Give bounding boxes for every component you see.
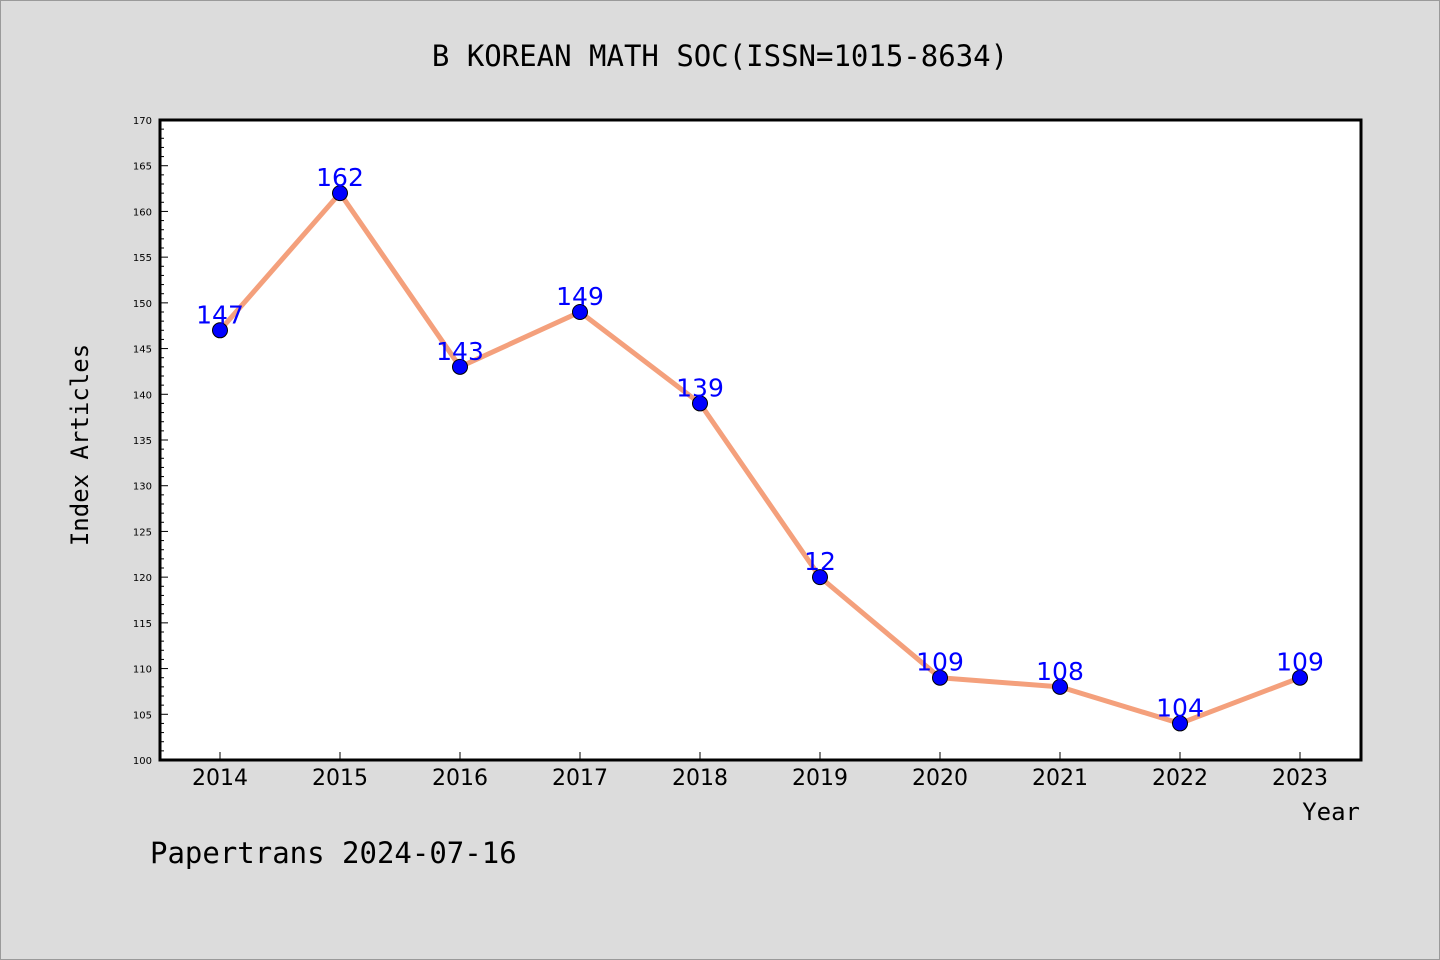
data-label: 12 <box>804 547 836 576</box>
data-point <box>692 395 708 412</box>
y-tick-label: 140 <box>133 390 152 401</box>
data-label: 149 <box>556 282 604 311</box>
footer-credit: Papertrans 2024-07-16 <box>150 836 517 870</box>
y-tick-label: 145 <box>133 345 152 356</box>
data-label: 139 <box>676 373 724 402</box>
x-tick-label: 2019 <box>792 766 848 791</box>
y-tick-label: 110 <box>133 665 152 676</box>
series-markers <box>212 185 1308 732</box>
chart-title: B KOREAN MATH SOC(ISSN=1015-8634) <box>432 39 1008 73</box>
y-tick-label: 115 <box>133 619 152 630</box>
data-label: 104 <box>1156 693 1204 722</box>
y-tick-label: 170 <box>133 116 152 127</box>
data-point <box>1172 715 1188 732</box>
data-point <box>332 185 348 202</box>
plot-area <box>158 118 1363 762</box>
data-point <box>1292 669 1308 686</box>
data-label: 109 <box>916 648 964 677</box>
y-axis: 100 105 110 115 120 125 130 135 140 145 150 155 160 1… <box>133 116 168 767</box>
x-tick-label: 2015 <box>312 766 368 791</box>
x-axis-title: Year <box>1302 798 1360 826</box>
x-tick-label: 2016 <box>432 766 488 791</box>
x-tick-label: 2021 <box>1032 766 1088 791</box>
y-tick-label: 100 <box>133 756 152 767</box>
x-tick-label: 2014 <box>192 766 248 791</box>
data-point <box>452 358 468 375</box>
data-point <box>932 669 948 686</box>
data-point <box>812 569 828 586</box>
series-line <box>217 190 1303 726</box>
data-point <box>212 322 228 339</box>
y-tick-label: 160 <box>133 207 152 218</box>
x-tick-label: 2023 <box>1272 766 1328 791</box>
x-tick-label: 2017 <box>552 766 608 791</box>
y-tick-label: 130 <box>133 482 152 493</box>
y-tick-label: 135 <box>133 436 152 447</box>
y-axis-title: Index Articles <box>66 344 94 546</box>
y-tick-label: 150 <box>133 299 152 310</box>
x-axis: 2014 2015 2016 2017 2018 2019 2020 2021 2022 2023 <box>192 752 1328 791</box>
data-label: 108 <box>1036 657 1084 686</box>
x-tick-label: 2018 <box>672 766 728 791</box>
x-tick-label: 2022 <box>1152 766 1208 791</box>
data-label: 147 <box>196 300 244 329</box>
series-polyline <box>217 190 1303 726</box>
y-tick-label: 165 <box>133 162 152 173</box>
data-label: 109 <box>1276 648 1324 677</box>
data-label: 143 <box>436 337 484 366</box>
data-point <box>572 304 588 320</box>
data-labels: 147 162 143 149 139 12 109 108 104 109 <box>196 163 1324 722</box>
y-tick-label: 120 <box>133 573 152 584</box>
data-label: 162 <box>316 163 364 192</box>
data-point <box>1052 678 1068 695</box>
x-tick-label: 2020 <box>912 766 968 791</box>
y-tick-label: 105 <box>133 710 152 721</box>
y-tick-label: 155 <box>133 253 152 264</box>
y-tick-label: 125 <box>133 527 152 538</box>
